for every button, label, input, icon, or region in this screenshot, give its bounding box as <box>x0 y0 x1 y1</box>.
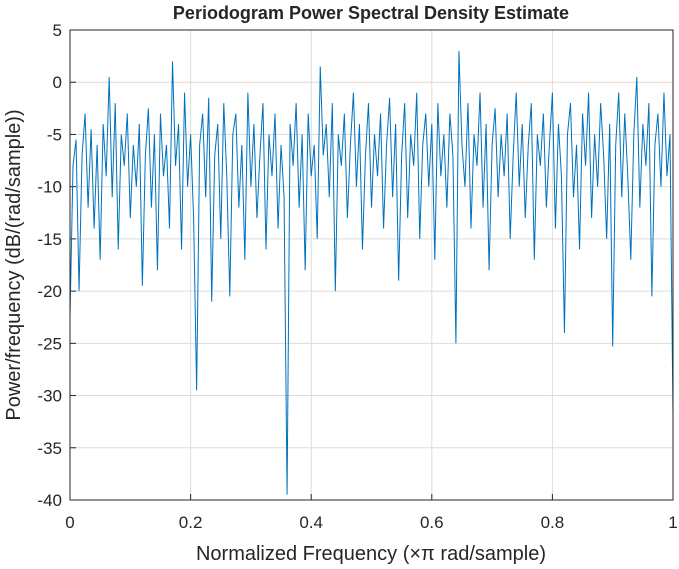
x-tick-label: 0.4 <box>299 513 323 532</box>
y-tick-label: -25 <box>37 334 62 353</box>
x-tick-label: 0.8 <box>541 513 565 532</box>
axes-box <box>69 29 674 501</box>
x-tick-label: 1 <box>668 513 677 532</box>
y-tick-label: 5 <box>53 21 62 40</box>
y-tick-label: -10 <box>37 178 62 197</box>
y-tick-label: -15 <box>37 230 62 249</box>
y-tick-label: -5 <box>47 125 62 144</box>
chart-title: Periodogram Power Spectral Density Estim… <box>173 3 569 23</box>
x-tick-label: 0.6 <box>420 513 444 532</box>
series-line <box>69 50 674 495</box>
y-tick-label: 0 <box>53 73 62 92</box>
y-tick-label: -20 <box>37 282 62 301</box>
y-tick-label: -30 <box>37 387 62 406</box>
y-tick-label: -40 <box>37 491 62 510</box>
x-tick-label: 0 <box>65 513 74 532</box>
y-axis-label: Power/frequency (dB/(rad/sample)) <box>3 109 25 420</box>
x-axis-label: Normalized Frequency (×π rad/sample) <box>196 543 546 565</box>
y-tick-label: -35 <box>37 439 62 458</box>
x-tick-label: 0.2 <box>179 513 203 532</box>
